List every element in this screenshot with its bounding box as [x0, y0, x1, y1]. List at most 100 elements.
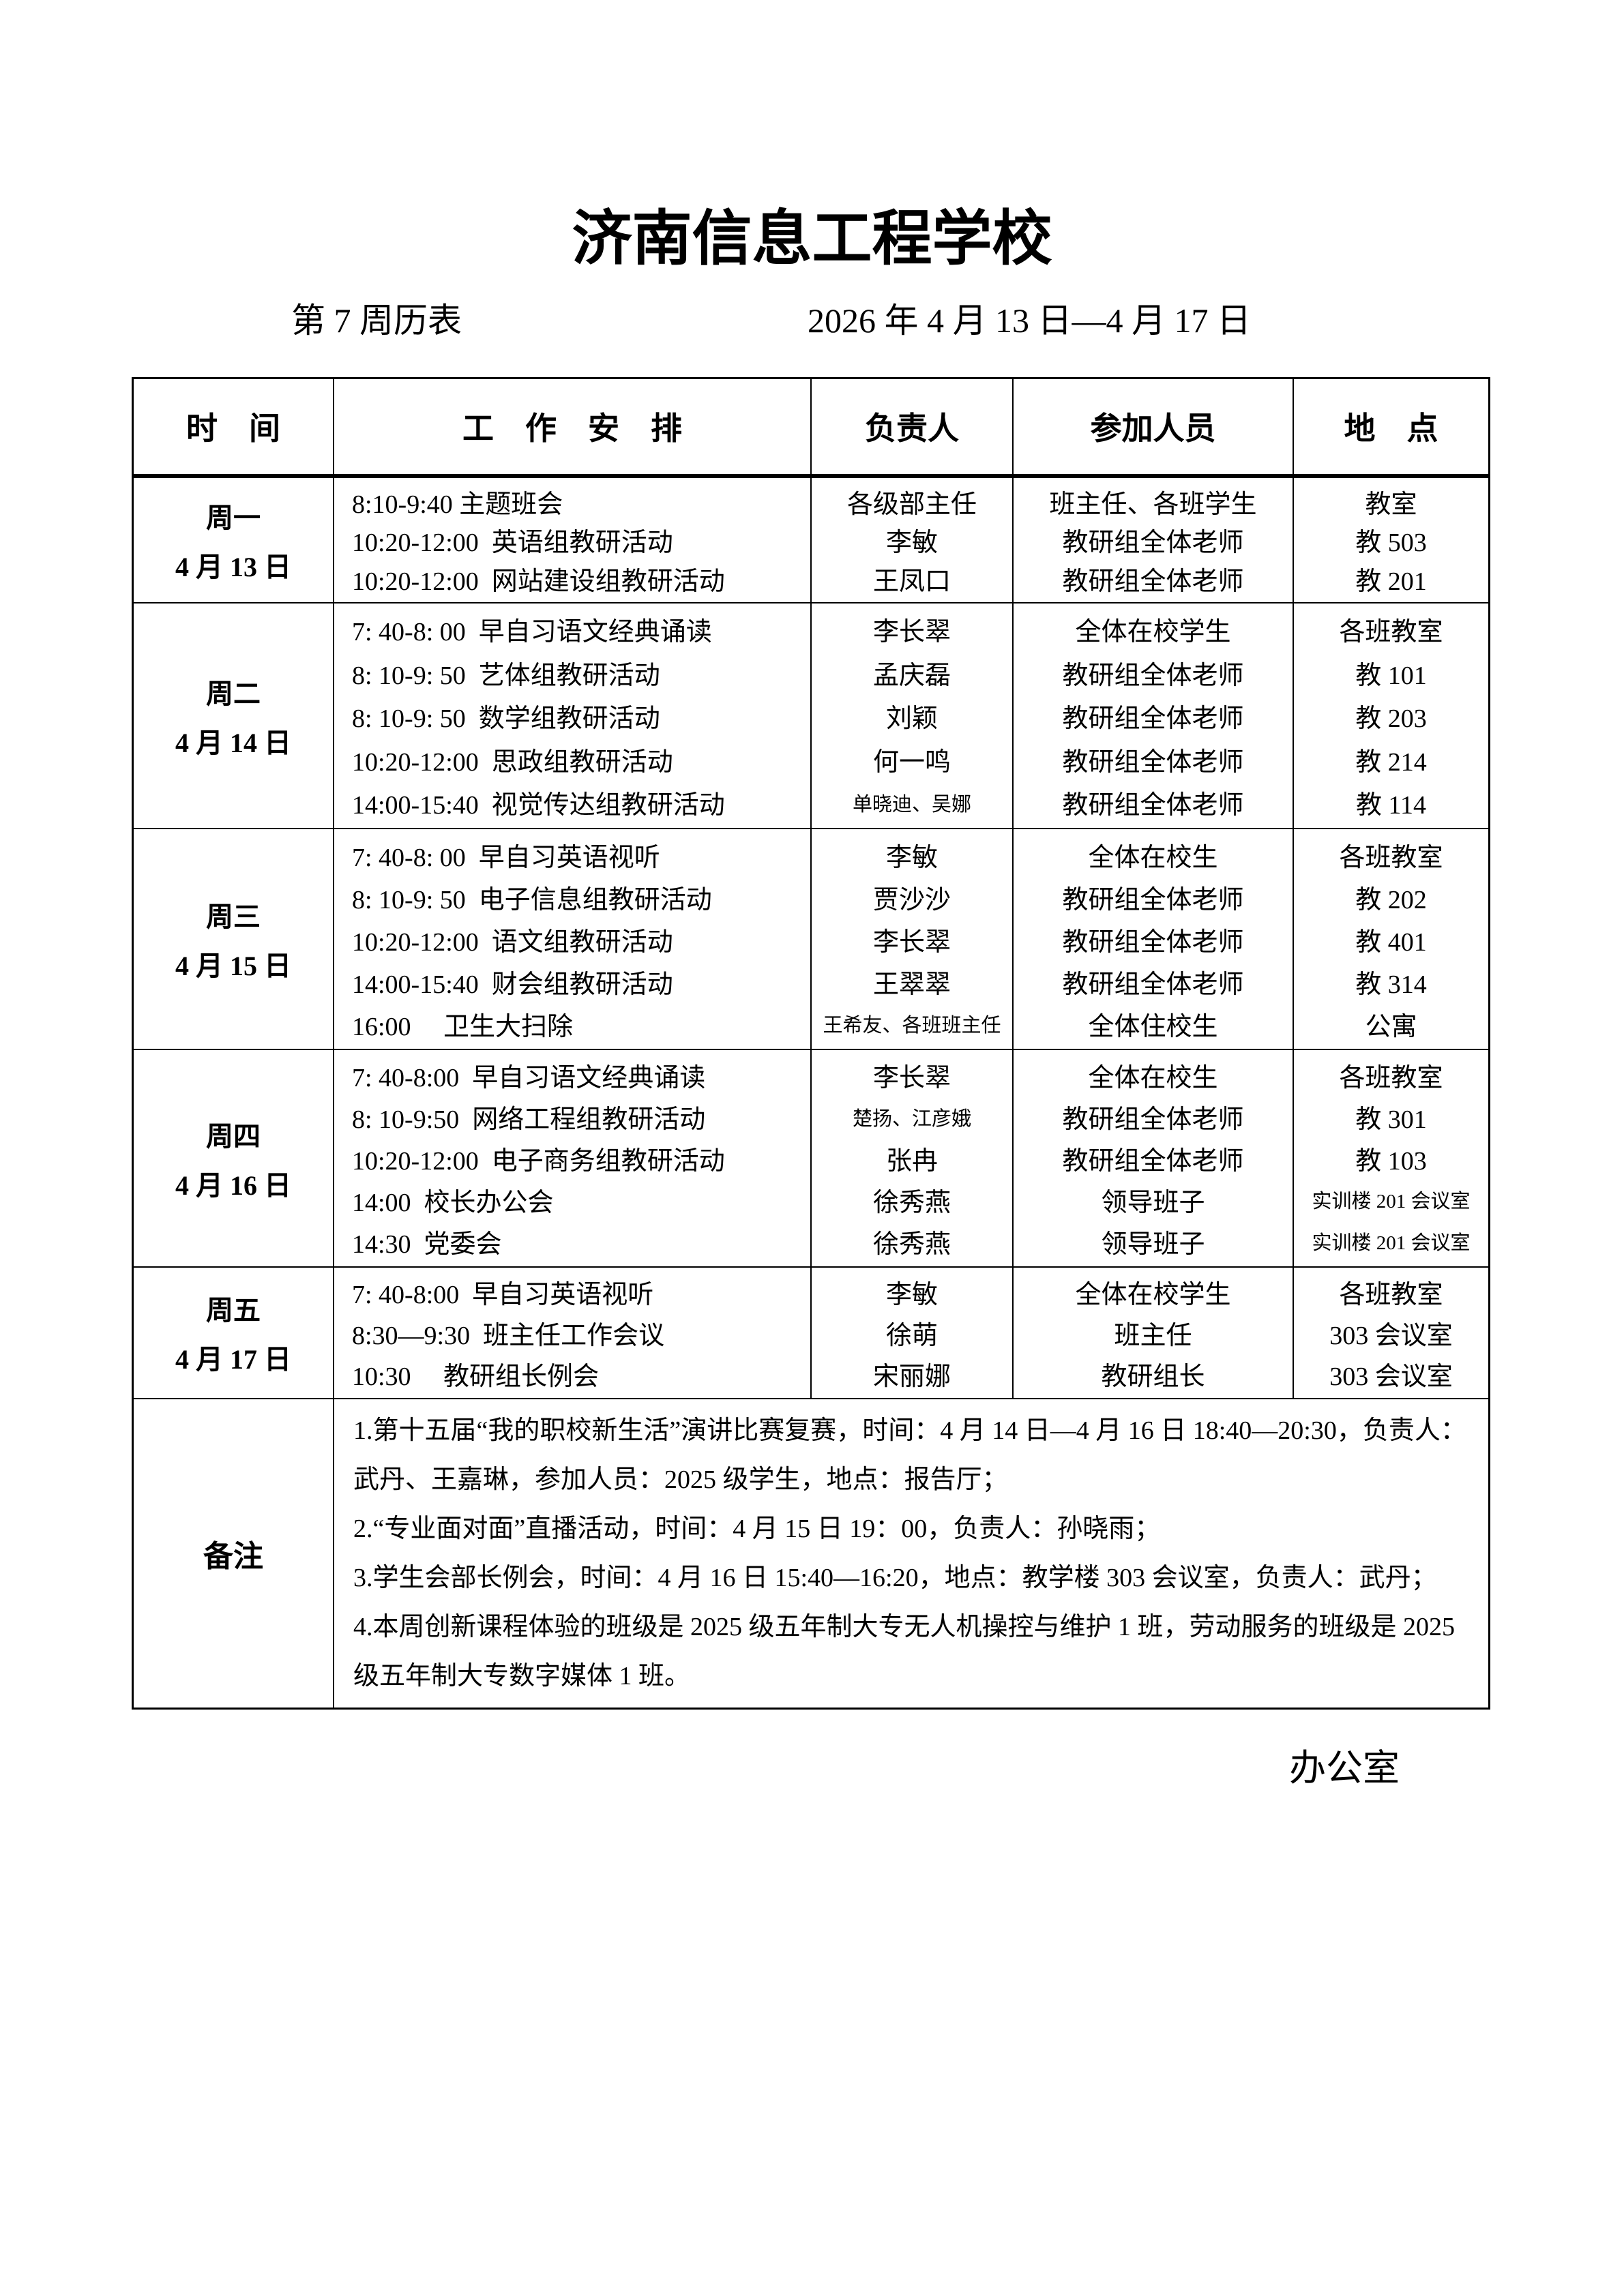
location: 教 203	[1355, 704, 1427, 734]
leader-name: 张冉	[885, 1147, 938, 1176]
participants-column: 全体在校生 教研组全体老师 教研组全体老师 领导班子 领导班子	[1014, 1050, 1294, 1266]
work-item: 8: 10-9: 50 电子信息组教研活动	[352, 885, 712, 914]
leader-name-column: 李长翠 楚扬、江彦娥 张冉 徐秀燕 徐秀燕	[812, 1050, 1014, 1266]
work-item: 8: 10-9: 50 数学组教研活动	[352, 704, 660, 734]
participants: 全体在校生	[1088, 1064, 1218, 1093]
location: 教 202	[1355, 885, 1427, 914]
day-date: 4 月 16 日	[175, 1169, 291, 1201]
participants: 班主任、各班学生	[1049, 490, 1257, 519]
leader-name: 徐秀燕	[872, 1188, 951, 1217]
leader-name: 单晓迪、吴娜	[852, 793, 971, 816]
participants: 教研组全体老师	[1062, 1105, 1244, 1135]
remarks-label: 备注	[134, 1399, 334, 1708]
leader-name: 王翠翠	[872, 970, 951, 999]
remark-item: 3.学生会部长例会，时间：4 月 16 日 15:40—16:20，地点：教学楼…	[353, 1563, 1437, 1592]
header-work: 工 作 安 排	[334, 379, 812, 474]
leader-name-column: 各级部主任李敏王凤口	[812, 477, 1014, 603]
work-item-column: 8:10-9:40 主题班会 10:20-12:00 英语组教研活动 10:20-1…	[334, 477, 812, 603]
leader-name: 李敏	[885, 843, 938, 872]
day-cell: 周五 4 月 17 日	[134, 1267, 334, 1398]
work-item: 7: 40-8:00 早自习英语视听	[352, 1281, 654, 1310]
leader-name: 王凤口	[872, 567, 951, 597]
week-number-label: 第 7 周历表	[291, 301, 462, 340]
participants: 全体在校生	[1088, 843, 1218, 872]
date-range-label: 2026 年 4 月 13 日—4 月 17 日	[808, 301, 1251, 340]
leader-name: 各级部主任	[846, 490, 977, 519]
leader-name: 楚扬、江彦娥	[852, 1107, 971, 1130]
work-item: 10:20-12:00 语文组教研活动	[352, 927, 673, 957]
work-item: 10:20-12:00 英语组教研活动	[352, 528, 673, 558]
day-cell: 周四 4 月 16 日	[134, 1050, 334, 1266]
leader-name-column: 李长翠 孟庆磊 刘颖 何一鸣 单晓迪、吴娜	[812, 603, 1014, 829]
location: 实训楼 201 会议室	[1312, 1232, 1471, 1255]
work-item: 8: 10-9: 50 艺体组教研活动	[352, 661, 660, 690]
work-item: 14:00 校长办公会	[352, 1188, 554, 1217]
leader-name: 王希友、各班班主任	[823, 1015, 1001, 1037]
work-item: 10:20-12:00 网站建设组教研活动	[352, 567, 725, 597]
participants: 教研组全体老师	[1062, 704, 1244, 734]
participants: 全体在校学生	[1075, 1281, 1231, 1310]
leader-name: 何一鸣	[872, 747, 951, 777]
location: 教 103	[1355, 1147, 1427, 1176]
day-name: 周三	[206, 901, 261, 933]
work-item: 7: 40-8:00 早自习语文经典诵读	[352, 1064, 706, 1093]
participants: 教研组全体老师	[1062, 885, 1244, 914]
participants: 教研组全体老师	[1062, 528, 1244, 558]
work-item-column: 7: 40-8: 00 早自习语文经典诵读 8: 10-9: 50 艺体组教研活动…	[334, 603, 812, 829]
location: 教 214	[1355, 747, 1427, 777]
header-location: 地 点	[1344, 411, 1438, 447]
remark-item: 1.第十五届“我的职校新生活”演讲比赛复赛，时间：4 月 14 日—4 月 16…	[353, 1416, 1466, 1494]
leader-name-column: 李敏 徐萌 宋丽娜	[812, 1267, 1014, 1398]
work-item-column: 7: 40-8:00 早自习英语视听 8:30—9:30 班主任工作会议 10:30…	[334, 1267, 812, 1398]
participants-column: 全体在校生教研组全体老师 教研组全体老师 教研组全体老师 全体住校生	[1014, 829, 1294, 1049]
work-item: 14:00-15:40 视觉传达组教研活动	[352, 791, 725, 820]
participants: 全体在校学生	[1075, 618, 1231, 647]
leader-name: 李敏	[885, 1281, 938, 1310]
day-cell: 周三 4 月 15 日	[134, 829, 334, 1049]
work-item: 8: 10-9:50 网络工程组教研活动	[352, 1105, 706, 1135]
participants: 领导班子	[1101, 1229, 1205, 1259]
location: 303 会议室	[1329, 1362, 1453, 1391]
participants: 教研组全体老师	[1062, 567, 1244, 597]
remarks-row: 备注 1.第十五届“我的职校新生活”演讲比赛复赛，时间：4 月 14 日—4 月…	[134, 1399, 1488, 1708]
work-item: 10:20-12:00 思政组教研活动	[352, 747, 673, 777]
header-leader: 负责人	[812, 379, 1014, 474]
location: 教 314	[1355, 970, 1427, 999]
day-cell: 周二 4 月 14 日	[134, 603, 334, 829]
participants: 教研组全体老师	[1062, 927, 1244, 957]
leader-name: 李长翠	[872, 1064, 951, 1093]
location: 教 401	[1355, 927, 1427, 957]
day-name: 周四	[206, 1120, 261, 1152]
location-column: 各班教室教 202 教 401 教 314 公寓	[1294, 829, 1488, 1049]
leader-name: 徐秀燕	[872, 1229, 951, 1259]
work-item: 16:00 卫生大扫除	[352, 1012, 574, 1041]
remarks-content: 1.第十五届“我的职校新生活”演讲比赛复赛，时间：4 月 14 日—4 月 16…	[334, 1399, 1488, 1708]
day-date: 4 月 15 日	[175, 951, 291, 982]
participants: 教研组全体老师	[1062, 661, 1244, 690]
participants: 全体住校生	[1088, 1012, 1218, 1041]
header-participants: 参加人员	[1014, 379, 1294, 474]
location: 教 101	[1355, 661, 1427, 690]
participants: 教研组全体老师	[1062, 791, 1244, 820]
day-row-4: 周四 4 月 16 日 7: 40-8:00 早自习语文经典诵读 8: 10-9:50…	[134, 1050, 1488, 1268]
location: 各班教室	[1339, 1281, 1443, 1310]
location: 各班教室	[1339, 1064, 1443, 1093]
location-column: 教室教 503 教 201	[1294, 478, 1488, 602]
location-column: 各班教室 303 会议室 303 会议室	[1294, 1268, 1488, 1398]
participants-column: 全体在校学生 班主任 教研组长	[1014, 1267, 1294, 1398]
work-item-column: 7: 40-8:00 早自习语文经典诵读 8: 10-9:50 网络工程组教研活动…	[334, 1050, 812, 1266]
day-cell: 周一 4 月 13 日	[134, 477, 334, 603]
day-date: 4 月 13 日	[175, 551, 291, 582]
header-time: 时 间	[134, 379, 334, 474]
location-column: 各班教室教 301 教 103 实训楼 201 会议室 实训楼 201 会议室	[1294, 1050, 1488, 1266]
location: 各班教室	[1339, 843, 1443, 872]
participants: 教研组全体老师	[1062, 970, 1244, 999]
participants-column: 全体在校学生 教研组全体老师 教研组全体老师 教研组全体老师 教研组全体老师	[1014, 603, 1294, 829]
work-item: 10:20-12:00 电子商务组教研活动	[352, 1147, 725, 1176]
location: 公寓	[1365, 1012, 1417, 1041]
location-column: 各班教室教 101 教 203 教 214 教 114	[1294, 603, 1488, 828]
day-name: 周一	[206, 502, 261, 533]
leader-name: 李敏	[885, 528, 938, 558]
day-name: 周五	[206, 1295, 261, 1326]
office-signature: 办公室	[1289, 1748, 1400, 1789]
